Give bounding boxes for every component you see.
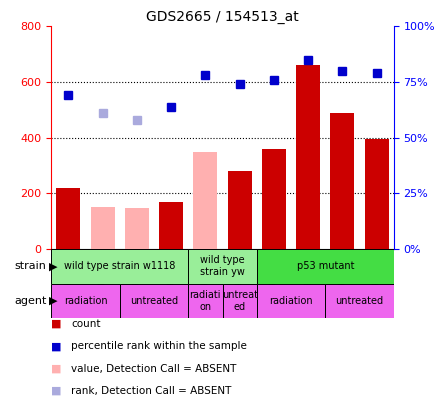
Bar (325, 284, 394, 318)
Bar (120, 284, 188, 318)
Bar (296, 65, 320, 249)
Text: untreated: untreated (130, 296, 178, 306)
Text: rank, Detection Call = ABSENT: rank, Detection Call = ABSENT (71, 386, 231, 396)
Text: percentile rank within the sample: percentile rank within the sample (71, 341, 247, 351)
Text: count: count (71, 319, 101, 329)
Bar (257, 284, 325, 318)
Bar (194, 151, 217, 249)
Text: untreat
ed: untreat ed (222, 290, 258, 311)
Text: strain: strain (15, 261, 47, 271)
Text: untreated: untreated (336, 296, 384, 306)
Bar (188, 249, 257, 284)
Bar (188, 284, 222, 318)
Text: ■: ■ (51, 319, 62, 329)
Bar (365, 139, 388, 249)
Text: ▶: ▶ (49, 261, 57, 271)
Bar (57, 188, 80, 249)
Text: radiation: radiation (64, 296, 107, 306)
Text: ■: ■ (51, 364, 62, 373)
Text: agent: agent (14, 296, 47, 306)
Text: ▶: ▶ (49, 296, 57, 306)
Bar (228, 171, 251, 249)
Text: wild type strain w1118: wild type strain w1118 (64, 261, 175, 271)
Bar (257, 249, 394, 284)
Text: ■: ■ (51, 386, 62, 396)
Text: ■: ■ (51, 341, 62, 351)
Text: value, Detection Call = ABSENT: value, Detection Call = ABSENT (71, 364, 237, 373)
Bar (222, 284, 257, 318)
Bar (331, 113, 354, 249)
Text: radiation: radiation (269, 296, 313, 306)
Bar (262, 149, 286, 249)
Bar (159, 202, 183, 249)
Text: radiati
on: radiati on (190, 290, 221, 311)
Text: wild type
strain yw: wild type strain yw (200, 256, 245, 277)
Bar (51, 249, 188, 284)
Text: p53 mutant: p53 mutant (296, 261, 354, 271)
Bar (91, 207, 114, 249)
Bar (125, 208, 149, 249)
Title: GDS2665 / 154513_at: GDS2665 / 154513_at (146, 10, 299, 24)
Bar (51, 284, 120, 318)
